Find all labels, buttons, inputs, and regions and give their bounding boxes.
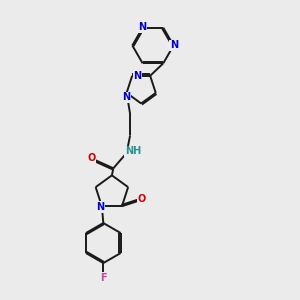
Text: O: O xyxy=(87,153,96,163)
Text: N: N xyxy=(170,40,178,50)
Text: O: O xyxy=(137,194,146,205)
Text: N: N xyxy=(96,202,104,212)
Text: N: N xyxy=(134,71,142,81)
Text: N: N xyxy=(122,92,131,102)
Text: F: F xyxy=(100,273,106,283)
Text: N: N xyxy=(138,22,146,32)
Text: NH: NH xyxy=(125,146,141,157)
